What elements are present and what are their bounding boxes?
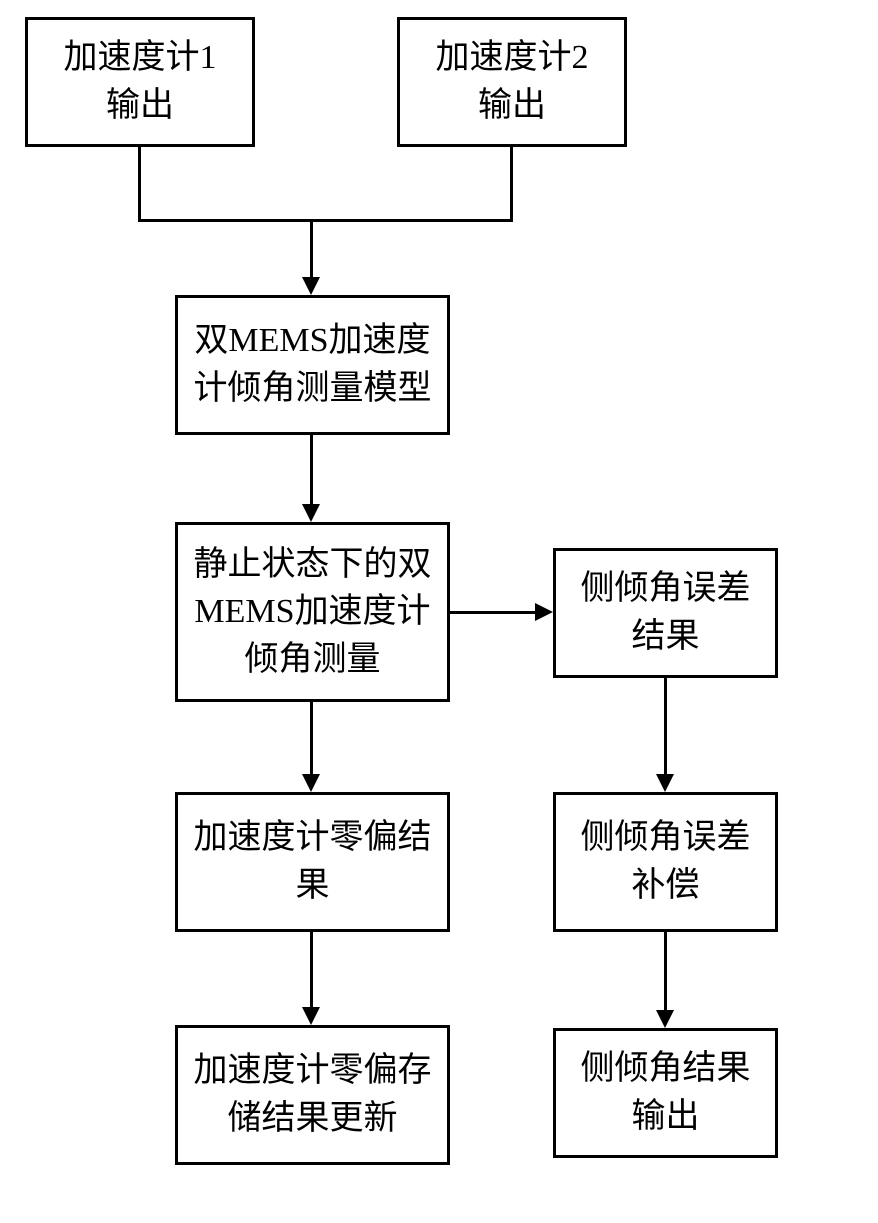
line-rollcomp-to-rolloutput (664, 932, 667, 1010)
node-model: 双MEMS加速度计倾角测量模型 (175, 295, 450, 435)
line-rollerror-to-rollcomp (664, 678, 667, 774)
node-roll-output: 侧倾角结果输出 (553, 1028, 778, 1158)
node-accel2-text: 加速度计2输出 (436, 34, 589, 129)
node-zero-bias-text: 加速度计零偏结果 (194, 814, 432, 909)
line-static-to-zerobias (310, 702, 313, 774)
node-roll-error: 侧倾角误差结果 (553, 548, 778, 678)
node-accel1: 加速度计1输出 (25, 17, 255, 147)
line-zerobias-to-storage (310, 932, 313, 1007)
arrow-zerobias-to-storage (302, 1007, 320, 1025)
line-model-to-static (310, 435, 313, 504)
arrow-static-to-rollerror (535, 603, 553, 621)
arrow-join-to-model (302, 277, 320, 295)
arrow-static-to-zerobias (302, 774, 320, 792)
node-model-text: 双MEMS加速度计倾角测量模型 (194, 317, 432, 412)
node-storage-text: 加速度计零偏存储结果更新 (194, 1047, 432, 1142)
line-join-horizontal (138, 219, 513, 222)
node-accel1-text: 加速度计1输出 (64, 34, 217, 129)
arrow-rollerror-to-rollcomp (656, 774, 674, 792)
node-roll-output-text: 侧倾角结果输出 (581, 1045, 751, 1140)
node-static: 静止状态下的双MEMS加速度计倾角测量 (175, 522, 450, 702)
node-accel2: 加速度计2输出 (397, 17, 627, 147)
line-accel2-down (510, 147, 513, 222)
arrow-model-to-static (302, 504, 320, 522)
node-storage: 加速度计零偏存储结果更新 (175, 1025, 450, 1165)
line-static-to-rollerror (450, 611, 535, 614)
node-roll-comp-text: 侧倾角误差补偿 (581, 814, 751, 909)
line-join-to-model (310, 219, 313, 277)
arrow-rollcomp-to-rolloutput (656, 1010, 674, 1028)
node-roll-comp: 侧倾角误差补偿 (553, 792, 778, 932)
node-zero-bias: 加速度计零偏结果 (175, 792, 450, 932)
line-accel1-down (138, 147, 141, 222)
node-roll-error-text: 侧倾角误差结果 (581, 565, 751, 660)
node-static-text: 静止状态下的双MEMS加速度计倾角测量 (194, 541, 432, 684)
